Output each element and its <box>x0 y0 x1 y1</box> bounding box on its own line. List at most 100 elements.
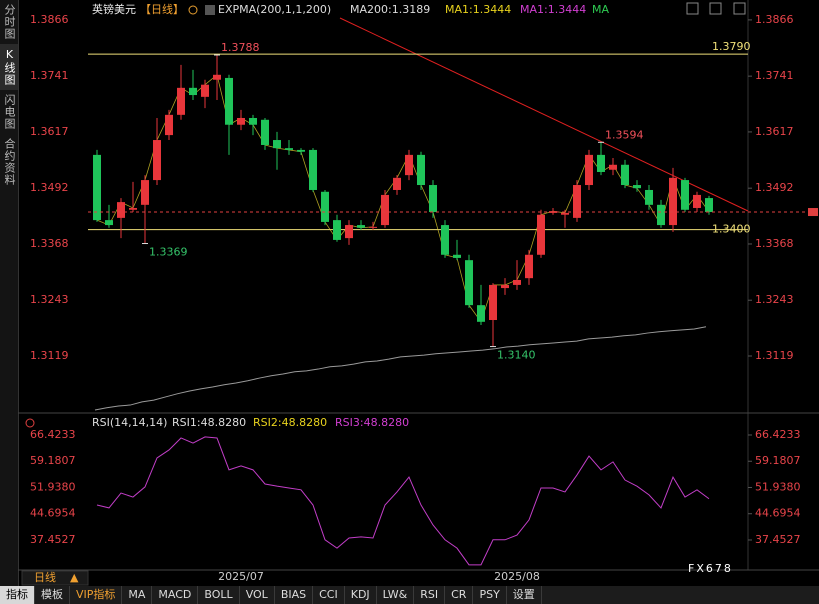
settings-icon[interactable] <box>25 418 35 428</box>
chart: 日线 ▲ 英镑美元 【日线】 RSI(14,14,14) FX678 EXPMA… <box>18 0 819 586</box>
add-icon[interactable] <box>188 5 198 15</box>
toolbar-item[interactable]: RSI <box>414 586 446 604</box>
toolbar-item[interactable]: 模板 <box>35 586 70 604</box>
rsi-tick-label: 59.1807 <box>30 454 76 467</box>
rsi-tick-label: 51.9380 <box>755 480 801 493</box>
candle-body <box>129 207 137 210</box>
candle-body <box>249 117 257 125</box>
candle-body <box>465 260 473 306</box>
annotation-label: 1.3788 <box>221 41 260 54</box>
rsi-tick-label: 59.1807 <box>755 454 801 467</box>
candle-body <box>141 180 149 205</box>
period-label[interactable]: 日线 <box>34 570 56 584</box>
candle-body <box>189 87 197 96</box>
toolbar-item[interactable]: BOLL <box>198 586 240 604</box>
candle-body <box>609 164 617 170</box>
candle-body <box>633 185 641 189</box>
candle-body <box>309 149 317 190</box>
candle-body <box>369 226 377 228</box>
toolbar-item[interactable]: MACD <box>152 586 199 604</box>
candle-body <box>225 77 233 125</box>
rsi-tick-label: 37.4527 <box>755 533 801 546</box>
period-arrow[interactable]: ▲ <box>70 571 79 584</box>
y-tick-label: 1.3492 <box>755 181 794 194</box>
toolbar-item[interactable]: BIAS <box>275 586 314 604</box>
candle-body <box>201 84 209 97</box>
candle-body <box>333 220 341 240</box>
indicator-label: MA <box>592 3 609 16</box>
toolbar-icon[interactable] <box>686 2 699 15</box>
y-tick-label: 1.3866 <box>30 13 69 26</box>
candle-body <box>117 202 125 218</box>
indicator-label: EXPMA(200,1,1,200) <box>218 3 331 16</box>
y-tick-label: 1.3617 <box>30 125 69 138</box>
toolbar-item[interactable]: MA <box>122 586 153 604</box>
toolbar-item[interactable]: 指标 <box>0 586 35 604</box>
y-tick-label: 1.3866 <box>755 13 794 26</box>
sidebar-tab[interactable]: K线图 <box>0 44 18 90</box>
rsi-tick-label: 37.4527 <box>30 533 76 546</box>
indicator-label: MA200:1.3189 <box>350 3 430 16</box>
toolbar-icon[interactable] <box>709 2 722 15</box>
candle-body <box>561 212 569 215</box>
candle-body <box>105 220 113 226</box>
indicator-label: MA1:1.3444 <box>445 3 511 16</box>
sidebar-tab[interactable]: 闪电图 <box>3 94 16 130</box>
rsi-title: RSI(14,14,14) <box>92 416 167 429</box>
candle-body <box>177 87 185 115</box>
period-button[interactable] <box>21 570 89 586</box>
trendline <box>339 17 749 212</box>
toolbar-item[interactable]: VOL <box>240 586 275 604</box>
rsi-legend: RSI3:48.8280 <box>335 416 409 429</box>
toolbar-icon[interactable] <box>733 2 746 15</box>
rsi-tick-label: 44.6954 <box>755 507 801 520</box>
candle-body <box>357 225 365 228</box>
candle-body <box>417 154 425 186</box>
toolbar-item[interactable]: KDJ <box>345 586 377 604</box>
toolbar-item[interactable]: PSY <box>473 586 507 604</box>
candle-body <box>657 204 665 226</box>
sidebar: 分时图 K线图 闪电图 合约资料 <box>0 0 19 586</box>
indicator-icon[interactable] <box>205 5 215 15</box>
toolbar-item[interactable]: 设置 <box>507 586 542 604</box>
rsi-legend: RSI2:48.8280 <box>253 416 327 429</box>
candle-body <box>597 154 605 172</box>
candle-body <box>693 194 701 208</box>
candle-body <box>153 140 161 181</box>
toolbar-item[interactable]: CR <box>445 586 474 604</box>
rsi-tick-label: 44.6954 <box>30 507 76 520</box>
watermark: FX678 <box>688 562 733 575</box>
toolbar-item[interactable]: VIP指标 <box>70 586 123 604</box>
sidebar-tab[interactable]: 分时图 <box>3 4 16 40</box>
candle-body <box>585 154 593 186</box>
rsi-tick-label: 51.9380 <box>30 480 76 493</box>
toolbar-item[interactable]: LW& <box>377 586 415 604</box>
candle-body <box>405 154 413 176</box>
annotation-label: 1.3594 <box>605 128 644 141</box>
candle-body <box>669 177 677 226</box>
chart-period: 【日线】 <box>140 2 184 16</box>
candle-body <box>273 140 281 149</box>
rsi-tick-label: 66.4233 <box>755 428 801 441</box>
y-tick-label: 1.3617 <box>755 125 794 138</box>
candle-body <box>453 254 461 258</box>
y-tick-label: 1.3741 <box>30 69 69 82</box>
candle-body <box>321 191 329 222</box>
candle-body <box>297 149 305 152</box>
y-tick-label: 1.3119 <box>30 349 69 362</box>
rsi-tick-label: 66.4233 <box>30 428 76 441</box>
candle-body <box>537 214 545 255</box>
annotation-label: 1.3369 <box>149 246 188 259</box>
candle-body <box>165 114 173 136</box>
level-label: 1.3400 <box>712 223 751 236</box>
candle-body <box>525 254 533 279</box>
last-price-marker <box>808 208 818 217</box>
candle-body <box>681 180 689 210</box>
candle-body <box>645 189 653 205</box>
chart-title: 英镑美元 <box>92 2 136 16</box>
candle-body <box>261 119 269 145</box>
toolbar-item[interactable]: CCI <box>313 586 345 604</box>
sidebar-tab[interactable]: 合约资料 <box>3 138 16 186</box>
candle-body <box>477 305 485 322</box>
